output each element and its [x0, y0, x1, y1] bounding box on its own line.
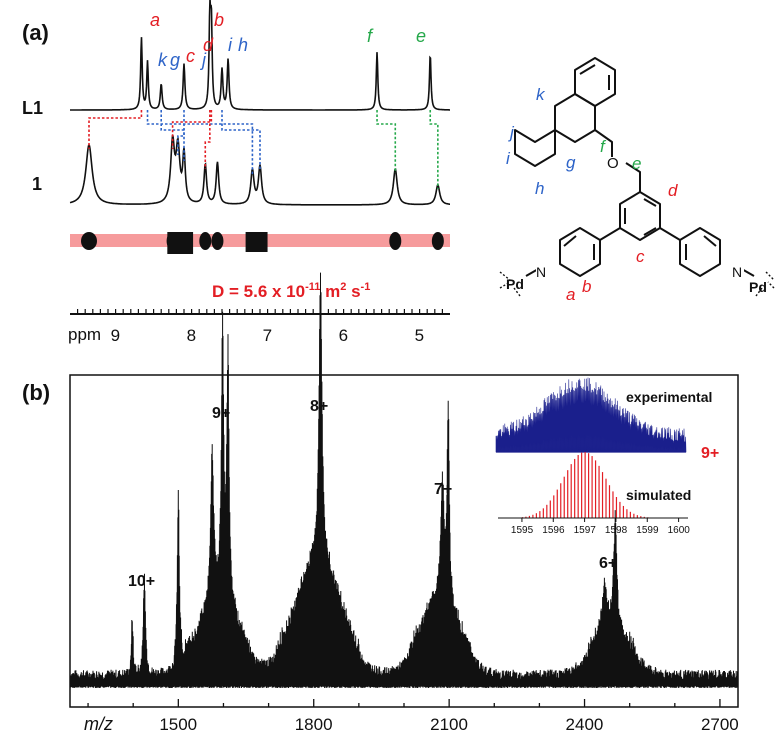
ms-tick-label: 2400: [566, 715, 604, 734]
inset-tick-label: 1597: [574, 525, 597, 536]
ppm-axis-label: ppm: [68, 325, 101, 344]
peak-letter-g: g: [170, 50, 180, 70]
svg-text:a: a: [566, 285, 575, 304]
simulated-label: simulated: [626, 487, 691, 503]
nitrogen-left: N: [536, 264, 546, 280]
ppm-axis-ticks: [76, 309, 443, 314]
oxygen-atom: O: [607, 155, 619, 172]
ppm-tick-label: 5: [415, 326, 424, 345]
inset-tick-label: 1595: [511, 525, 534, 536]
peak-letter-j: j: [199, 50, 207, 70]
trace-l1-label: L1: [22, 98, 43, 118]
ppm-tick-labels: 9 8 7 6 5: [111, 326, 424, 345]
ms-spectrum: [69, 272, 739, 689]
ms-axis-ticks: [87, 699, 721, 707]
nmr-trace-1: [69, 134, 450, 206]
ligand-structure: [514, 57, 755, 277]
ms-tick-label: 2100: [430, 715, 468, 734]
ms-tick-labels: 1500 1800 2100 2400 2700: [159, 715, 738, 734]
svg-text:c: c: [636, 247, 645, 266]
ms-tick-label: 2700: [701, 715, 739, 734]
trace-1-label: 1: [32, 174, 42, 194]
svg-text:b: b: [582, 277, 591, 296]
nmr-trace-l1: [70, 0, 450, 111]
ppm-tick-label: 6: [339, 326, 348, 345]
charge-label-10: 10+: [128, 573, 155, 590]
svg-text:k: k: [536, 85, 546, 104]
experimental-label: experimental: [626, 389, 712, 405]
inset-tick-labels: 1595 1596 1597 1598 1599 1600: [511, 525, 690, 536]
inset-axis-ticks: [521, 518, 680, 522]
inset-tick-label: 1596: [542, 525, 565, 536]
peak-letter-h: h: [238, 35, 248, 55]
svg-text:g: g: [566, 153, 576, 172]
simulated-isotope-pattern: [521, 452, 649, 518]
ppm-tick-label: 9: [111, 326, 120, 345]
peak-letter-b: b: [214, 10, 224, 30]
pd-left: Pd: [506, 276, 524, 292]
peak-letter-d: d: [203, 35, 214, 55]
ppm-tick-label: 7: [263, 326, 272, 345]
experimental-isotope-pattern: [495, 377, 687, 453]
inset-tick-label: 1600: [668, 525, 691, 536]
dosy-signals: [81, 232, 444, 254]
inset-tick-label: 1598: [605, 525, 628, 536]
svg-text:d: d: [668, 181, 678, 200]
peak-letter-c: c: [186, 46, 195, 66]
svg-text:e: e: [632, 154, 641, 173]
ms-tick-label: 1500: [159, 715, 197, 734]
svg-text:i: i: [506, 149, 511, 168]
svg-text:h: h: [535, 179, 544, 198]
charge-label-6: 6+: [599, 555, 617, 572]
ms-tick-label: 1800: [295, 715, 333, 734]
charge-label-9: 9+: [212, 405, 230, 422]
charge-label-8: 8+: [310, 398, 328, 415]
peak-letter-i: i: [228, 35, 233, 55]
peak-letter-k: k: [158, 50, 168, 70]
peak-letters: a b d c k g j i h f e: [150, 10, 426, 70]
inset-tick-label: 1599: [636, 525, 659, 536]
inset-charge-label: 9+: [701, 445, 719, 462]
pd-right: Pd: [749, 279, 767, 295]
charge-label-7: 7+: [434, 481, 452, 498]
diffusion-coefficient: D = 5.6 x 10-11 m2 s-1: [212, 281, 370, 301]
peak-correlation-lines: [88, 110, 439, 189]
svg-text:j: j: [508, 123, 515, 142]
pd-coordination-bonds: [499, 271, 775, 297]
panel-b-label: (b): [22, 380, 50, 405]
panel-a-label: (a): [22, 20, 49, 45]
charge-labels: 10+ 9+ 8+ 7+ 6+: [128, 398, 617, 590]
ppm-tick-label: 8: [187, 326, 196, 345]
svg-text:f: f: [600, 137, 607, 156]
isotope-inset: 1595 1596 1597 1598 1599 1600 experimental si…: [495, 377, 719, 536]
structure-letters: k j i h g f e d c b a: [506, 85, 678, 304]
ms-xlabel: m/z: [84, 714, 113, 734]
nitrogen-right: N: [732, 264, 742, 280]
peak-letter-a: a: [150, 10, 160, 30]
peak-letter-f: f: [367, 26, 374, 46]
peak-letter-e: e: [416, 26, 426, 46]
